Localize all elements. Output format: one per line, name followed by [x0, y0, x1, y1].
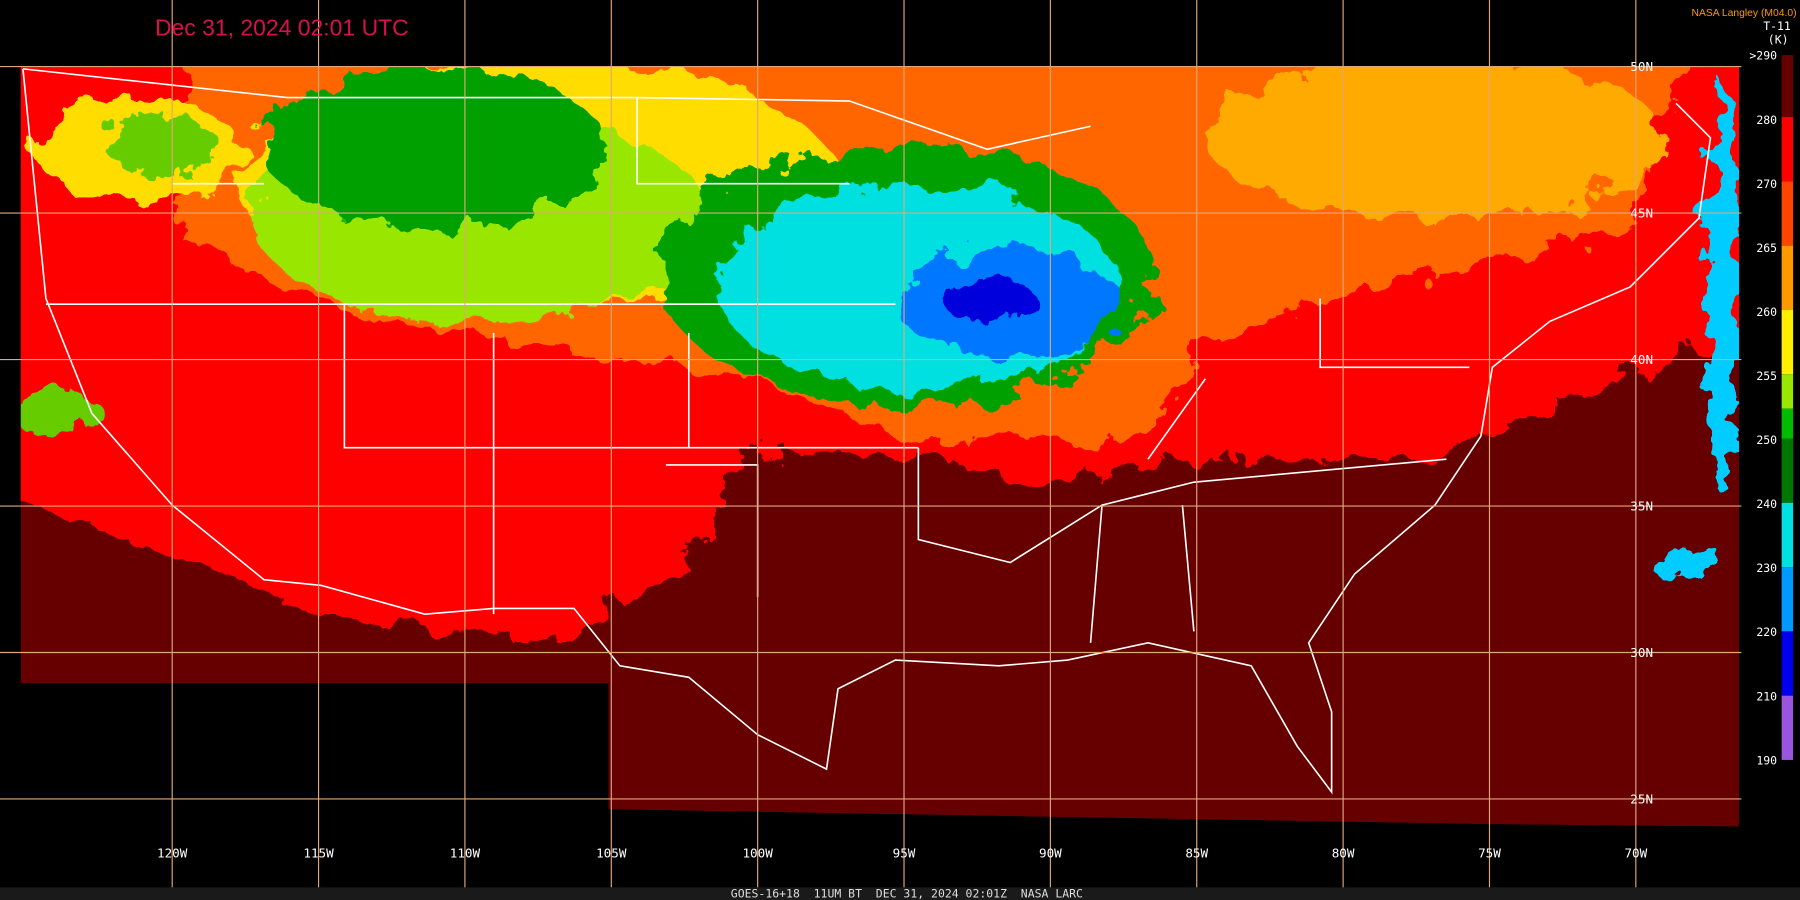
- colorbar-tick-label: 250: [1756, 433, 1777, 447]
- longitude-label: 95W: [893, 846, 916, 861]
- longitude-label: 105W: [596, 846, 627, 861]
- longitude-label: 100W: [742, 846, 773, 861]
- colorbar-tick-label: 240: [1756, 497, 1777, 511]
- colorbar-label: T-11: [1763, 19, 1791, 33]
- colorbar-tick-label: 190: [1756, 753, 1777, 767]
- longitude-label: 115W: [303, 846, 334, 861]
- latitude-label: 25N: [1630, 792, 1653, 807]
- colorbar-tick-label: 220: [1756, 625, 1777, 639]
- colorbar-tick-label: 210: [1756, 689, 1777, 703]
- title: Dec 31, 2024 02:01 UTC: [155, 15, 409, 41]
- colorbar-tick-label: 265: [1756, 241, 1777, 255]
- latitude-label: 45N: [1630, 206, 1653, 221]
- colorbar-tick-label: 270: [1756, 177, 1777, 191]
- footer-strip: [0, 887, 1800, 900]
- longitude-label: 90W: [1039, 846, 1062, 861]
- longitude-label: 85W: [1185, 846, 1208, 861]
- longitude-label: 70W: [1624, 846, 1647, 861]
- source: NASA Langley (M04.0): [1691, 8, 1796, 19]
- latitude-label: 30N: [1630, 645, 1653, 660]
- longitude-label: 110W: [450, 846, 481, 861]
- boundaries: [22, 68, 1712, 795]
- latitude-label: 35N: [1630, 499, 1653, 514]
- latitude-label: 50N: [1630, 59, 1653, 74]
- longitude-label: 75W: [1478, 846, 1501, 861]
- colorbar-unit: (K): [1768, 33, 1789, 47]
- colorbar-tick-label: 255: [1756, 369, 1777, 383]
- colorbar-tick-label: 260: [1756, 305, 1777, 319]
- colorbar-tick-label: 280: [1756, 113, 1777, 127]
- longitude-label: 80W: [1332, 846, 1355, 861]
- longitude-label: 120W: [157, 846, 188, 861]
- graticule: [0, 0, 1742, 888]
- latitude-label: 40N: [1630, 352, 1653, 367]
- colorbar-tick-label: 230: [1756, 561, 1777, 575]
- colorbar-tick-label: >290: [1749, 49, 1777, 63]
- color-bar: >290 280 270 265 260 255 250 240 230 220 210 190: [1741, 45, 1800, 786]
- caption: GOES-16+18 11UM BT DEC 31, 2024 02:01Z N…: [731, 887, 1083, 900]
- infrared-imagery: [20, 66, 1740, 827]
